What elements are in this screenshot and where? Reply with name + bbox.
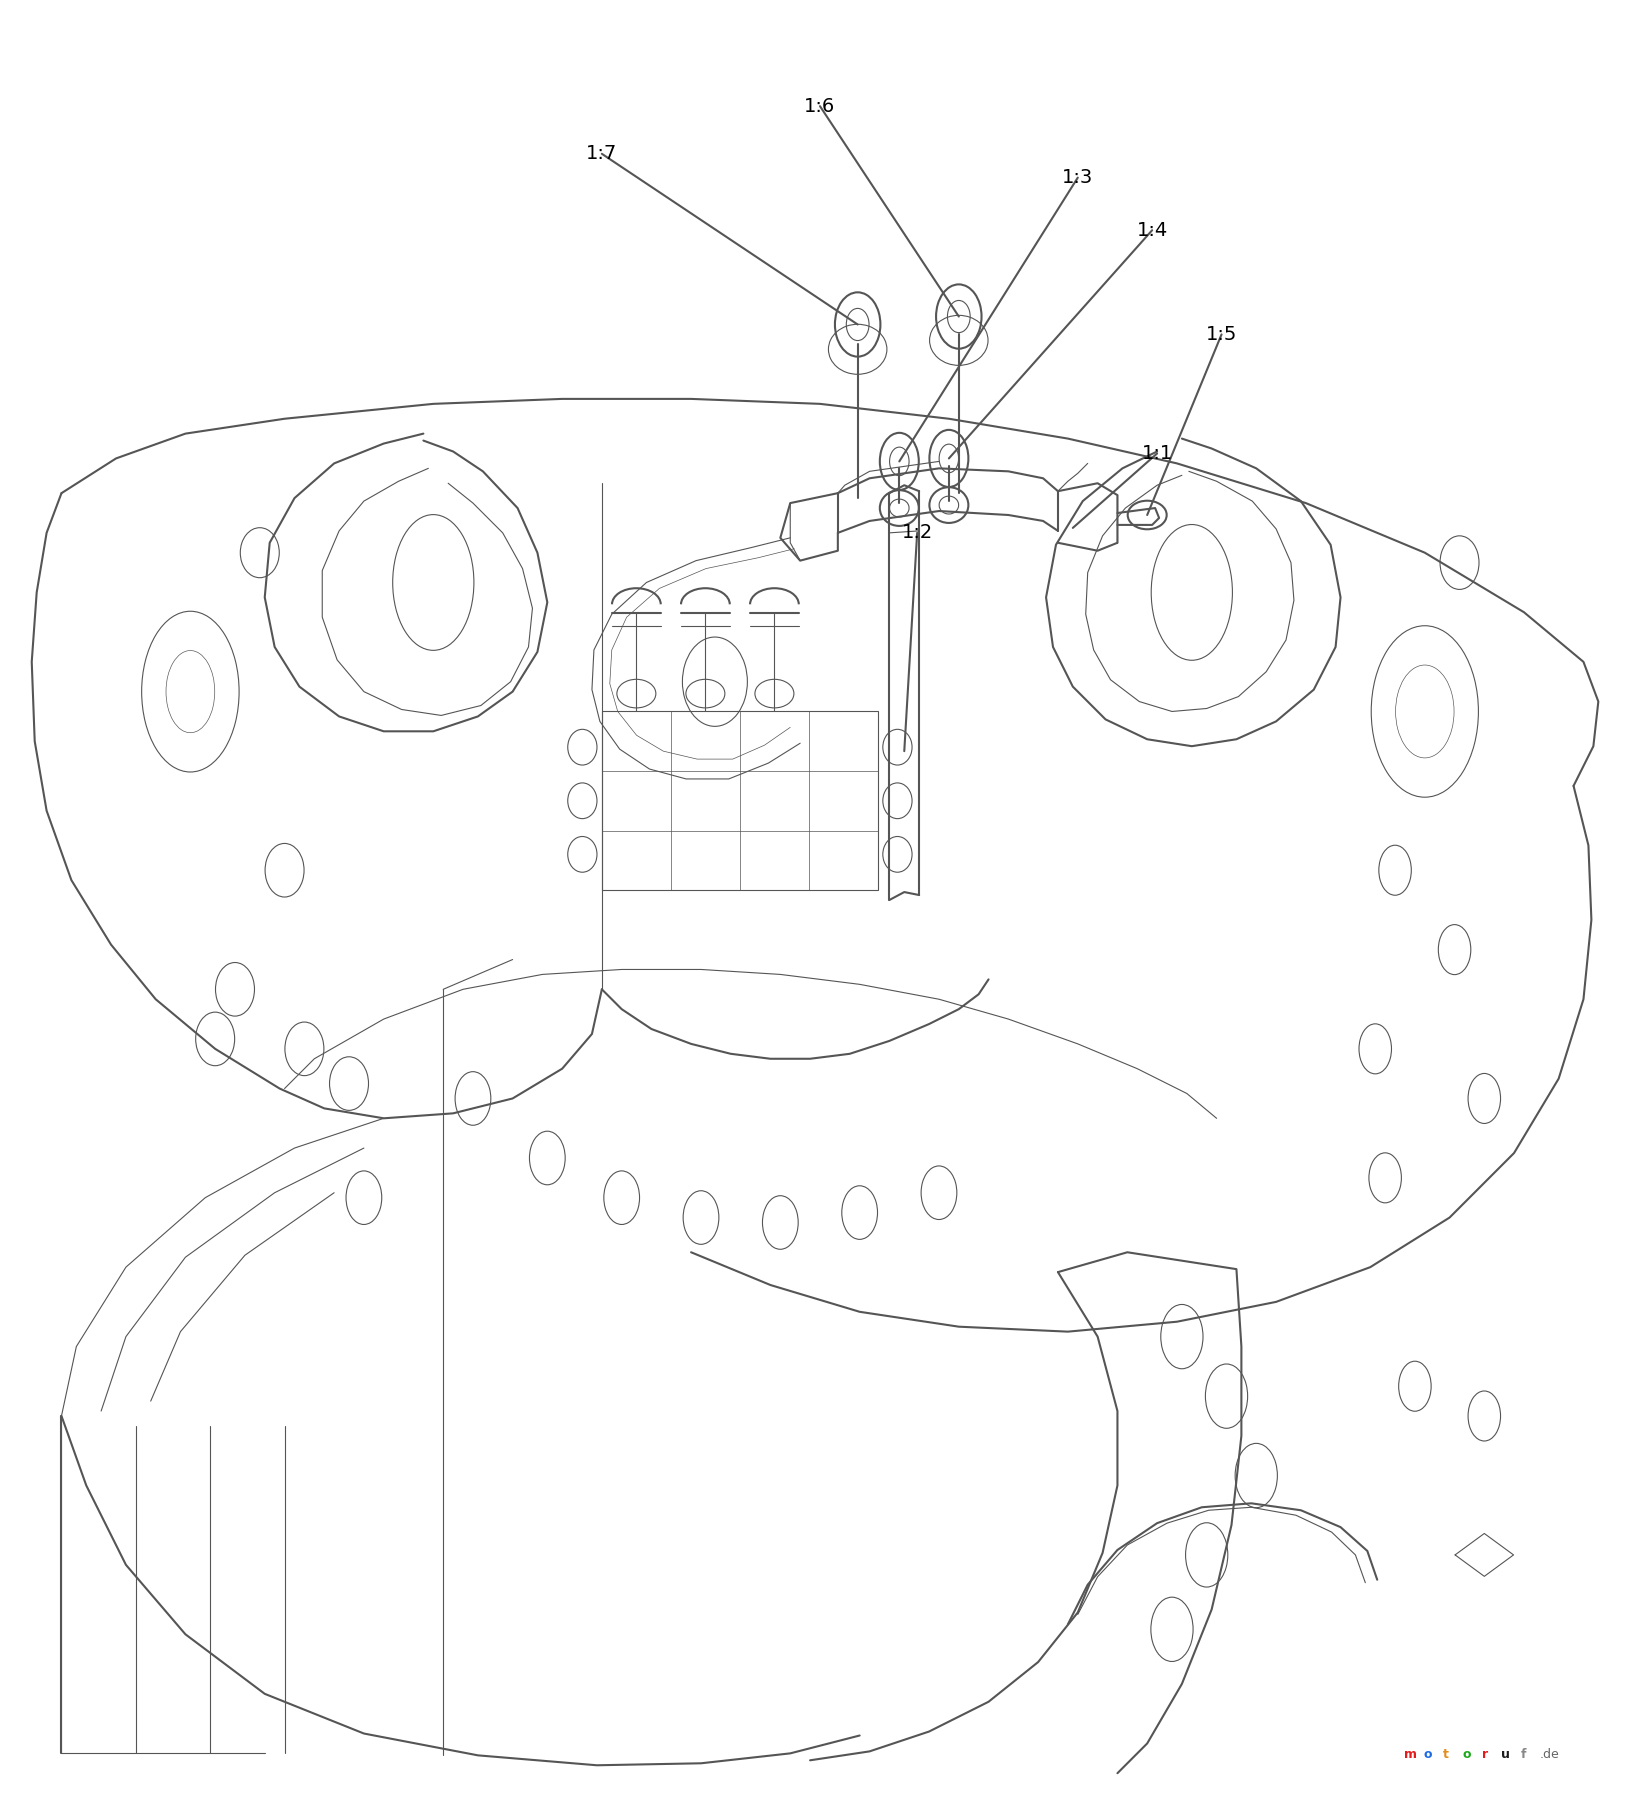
Text: u: u (1500, 1748, 1510, 1760)
Polygon shape (601, 711, 878, 889)
Text: 1:6: 1:6 (804, 97, 835, 115)
Text: .de: .de (1540, 1748, 1559, 1760)
Text: 1:4: 1:4 (1137, 221, 1168, 239)
Text: r: r (1482, 1748, 1487, 1760)
Text: 1:3: 1:3 (1061, 167, 1094, 187)
Text: m: m (1404, 1748, 1417, 1760)
Text: 1:2: 1:2 (901, 524, 932, 542)
Text: o: o (1423, 1748, 1432, 1760)
Text: 1:1: 1:1 (1142, 445, 1173, 463)
Text: 1:5: 1:5 (1206, 324, 1237, 344)
Text: f: f (1520, 1748, 1527, 1760)
Text: 1:7: 1:7 (586, 144, 618, 164)
Text: o: o (1463, 1748, 1471, 1760)
Text: t: t (1443, 1748, 1448, 1760)
